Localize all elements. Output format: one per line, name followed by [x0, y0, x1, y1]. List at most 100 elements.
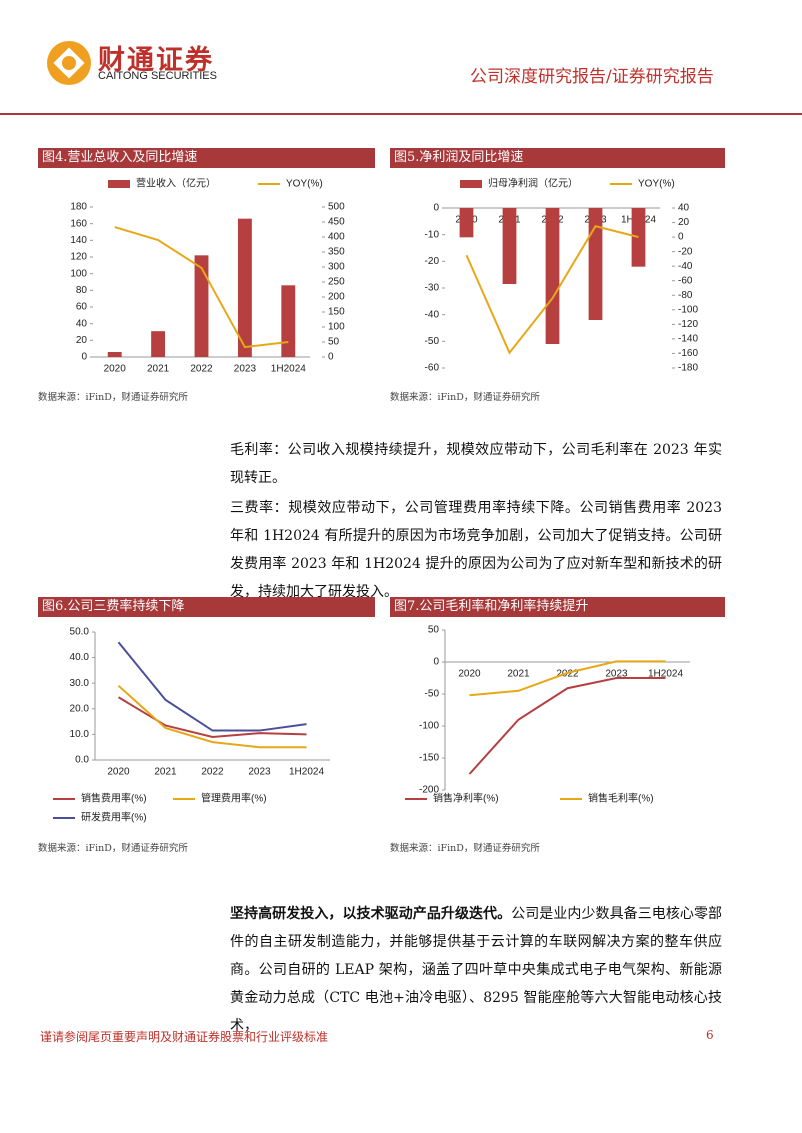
x-tick-label: 2022 — [556, 669, 579, 680]
y-tick-label: 50 — [428, 625, 440, 636]
figure-source: 数据来源：iFinD，财通证券研究所 — [38, 843, 188, 854]
legend-label: 管理费用率(%) — [201, 792, 267, 805]
line — [468, 677, 666, 775]
y-tick-label: 40 — [76, 318, 88, 329]
chart: -60-50-40-30-20-100-180-160-140-120-100-… — [425, 177, 699, 374]
figure-title: 图6.公司三费率持续下降 — [38, 597, 375, 617]
y2-tick-label: -160 — [678, 348, 698, 359]
chart: -200 -150 -100 -50 0 50 2020 2021 2022 2023 1H2024… — [405, 625, 690, 805]
y-tick-label: 0 — [433, 203, 439, 214]
y-tick-label: 160 — [70, 218, 87, 229]
y2-tick-label: -40 — [678, 261, 693, 272]
y-tick-label: -50 — [425, 689, 440, 700]
x-tick-label: 1H2024 — [271, 364, 306, 375]
line — [117, 641, 307, 732]
line — [114, 226, 289, 349]
y-tick-label: 60 — [76, 302, 88, 313]
legend-label: 销售费用率(%) — [81, 792, 147, 805]
y-tick-label: -200 — [419, 785, 439, 796]
figure-title: 图5.净利润及同比增速 — [390, 148, 725, 168]
y-tick-label: 140 — [70, 235, 87, 246]
bar — [194, 255, 209, 357]
y2-tick-label: 0 — [328, 352, 334, 363]
y2-tick-label: 250 — [328, 277, 345, 288]
paragraph: 坚持高研发投入，以技术驱动产品升级迭代。公司是业内少数具备三电核心零部件的自主研… — [230, 900, 722, 1040]
figure-source: 数据来源：iFinD，财通证券研究所 — [390, 843, 540, 854]
y-tick-label: 20.0 — [70, 703, 90, 714]
y-tick-label: -50 — [425, 336, 440, 347]
y2-tick-label: 450 — [328, 217, 345, 228]
legend-label: YOY(%) — [286, 179, 323, 190]
y2-tick-label: -100 — [678, 304, 698, 315]
logo-icon — [47, 41, 91, 85]
legend-label: 营业收入（亿元） — [136, 177, 216, 190]
x-tick-label: 2020 — [104, 364, 127, 375]
figure-title: 图7.公司毛利率和净利率持续提升 — [390, 597, 725, 617]
x-tick-label: 2023 — [605, 669, 628, 680]
y-tick-label: 30.0 — [70, 678, 90, 689]
header-rule — [0, 113, 802, 115]
bar — [281, 285, 296, 357]
y2-tick-label: 40 — [678, 203, 690, 214]
y2-tick-label: 400 — [328, 232, 345, 243]
report-type: 公司深度研究报告/证券研究报告 — [470, 67, 714, 87]
legend-label: 研发费用率(%) — [81, 811, 147, 824]
y-tick-label: 0 — [81, 352, 87, 363]
y2-tick-label: -60 — [678, 275, 693, 286]
legend-swatch — [108, 180, 130, 188]
x-tick-label: 1H2024 — [648, 669, 683, 680]
y2-tick-label: -20 — [678, 246, 693, 257]
y-tick-label: -150 — [419, 753, 439, 764]
x-tick-label: 2021 — [147, 364, 170, 375]
paragraph-body: 公司是业内少数具备三电核心零部件的自主研发制造能力，并能够提供基于云计算的车联网… — [230, 906, 723, 1034]
y-tick-label: 0.0 — [75, 755, 89, 766]
line — [117, 685, 307, 749]
logo-cn: 财通证券 — [98, 45, 214, 76]
footer-disclaimer: 谨请参阅尾页重要声明及财通证券股票和行业评级标准 — [40, 1030, 329, 1044]
figure-title: 图4.营业总收入及同比增速 — [38, 148, 375, 168]
bar — [151, 331, 166, 357]
line — [469, 660, 666, 697]
y-tick-label: -100 — [419, 721, 439, 732]
y2-tick-label: 350 — [328, 247, 345, 258]
x-tick-label: 2023 — [248, 767, 271, 778]
legend-swatch — [460, 180, 482, 188]
chart: 0.0 10.0 20.0 30.0 40.0 50.0 2020 2021 2022 2023 1… — [53, 627, 330, 824]
y2-tick-label: 0 — [678, 232, 684, 243]
figure-source: 数据来源：iFinD，财通证券研究所 — [390, 392, 540, 403]
y2-tick-label: 20 — [678, 217, 690, 228]
bar — [588, 208, 603, 320]
x-tick-label: 2023 — [234, 364, 257, 375]
x-tick-label: 2022 — [190, 364, 213, 375]
line — [117, 696, 307, 738]
y2-tick-label: 150 — [328, 307, 345, 318]
y-tick-label: 50.0 — [70, 627, 90, 638]
y2-tick-label: 300 — [328, 262, 345, 273]
y-tick-label: 40.0 — [70, 652, 90, 663]
legend-label: 销售净利率(%) — [433, 792, 499, 805]
bar — [502, 208, 517, 284]
logo-en: CAITONG SECURITIES — [98, 70, 217, 82]
bar — [107, 352, 122, 357]
y-tick-label: 100 — [70, 268, 87, 279]
chart: 0 20 40 60 80 100 120 140 160 180 0 50 100 150 200 250 3… — [70, 177, 345, 375]
y-tick-label: -20 — [425, 256, 440, 267]
x-tick-label: 2022 — [201, 767, 224, 778]
y-tick-label: 10.0 — [70, 729, 90, 740]
y2-tick-label: -120 — [678, 319, 698, 330]
figure-source: 数据来源：iFinD，财通证券研究所 — [38, 392, 188, 403]
legend-label: YOY(%) — [638, 179, 675, 190]
legend-label: 销售毛利率(%) — [588, 792, 654, 805]
bar — [545, 208, 560, 344]
paragraph: 毛利率：公司收入规模持续提升，规模效应带动下，公司毛利率在 2023 年实现转正… — [230, 442, 722, 486]
y-tick-label: 120 — [70, 252, 87, 263]
y-tick-label: -10 — [425, 229, 440, 240]
x-tick-label: 2021 — [154, 767, 177, 778]
y2-tick-label: 500 — [328, 202, 345, 213]
y-tick-label: -30 — [425, 283, 440, 294]
bar — [631, 208, 646, 267]
y2-tick-label: 50 — [328, 337, 340, 348]
y-tick-label: 20 — [76, 335, 88, 346]
y-tick-label: -60 — [425, 363, 440, 374]
